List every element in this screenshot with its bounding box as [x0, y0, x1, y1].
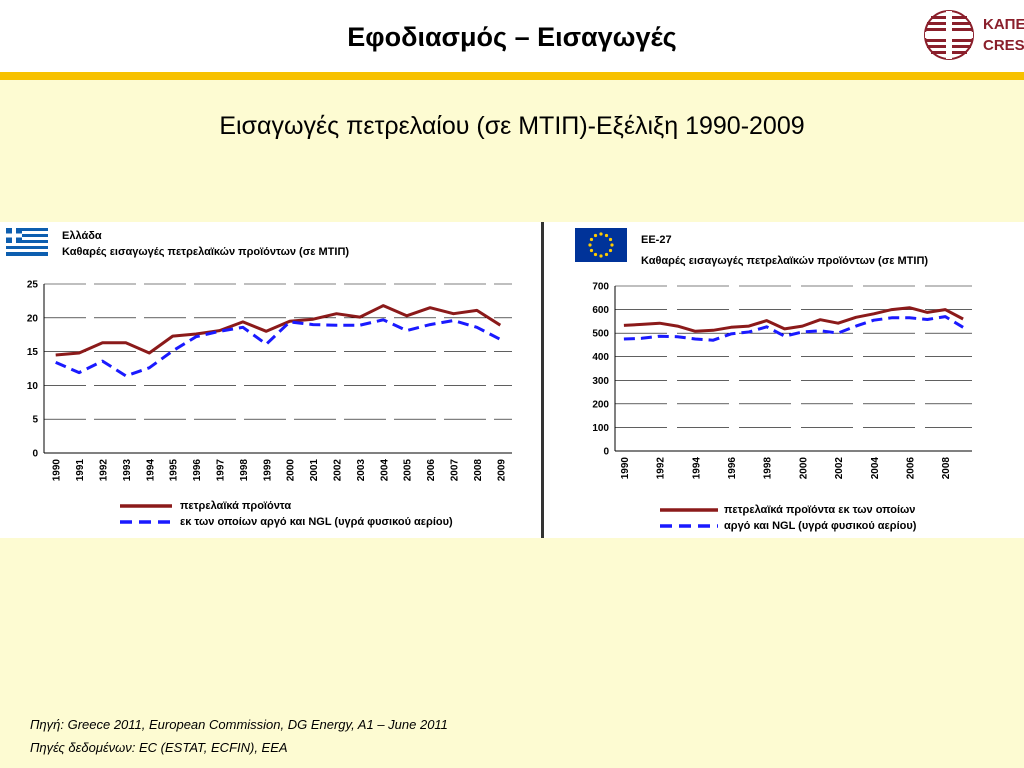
- chart-greece-subtitle: Καθαρές εισαγωγές πετρελαϊκών προϊόντων …: [62, 246, 350, 258]
- greece-ytick-label: 20: [27, 313, 39, 324]
- eu27-ytick-label: 200: [592, 399, 609, 410]
- chart-eu27-subtitle: Καθαρές εισαγωγές πετρελαϊκών προϊόντων …: [641, 255, 929, 267]
- eu-flag-icon: [575, 228, 627, 262]
- greece-xtick-label: 2004: [379, 459, 390, 482]
- greece-xtick-label: 2006: [426, 459, 437, 482]
- greece-ytick-label: 10: [27, 381, 39, 392]
- greece-xtick-label: 2000: [286, 459, 297, 482]
- eu27-xtick-label: 1996: [727, 457, 738, 480]
- greece-ytick-label: 15: [27, 347, 39, 358]
- greece-flag-icon: [6, 228, 48, 256]
- eu27-series-line-crude: [623, 315, 964, 342]
- greece-xtick-label: 2005: [403, 459, 414, 482]
- logo-text: ΚΑΠΕ CRES: [983, 14, 1024, 56]
- greece-xtick-label: 2003: [356, 459, 367, 482]
- chart-eu27-plot: 0 100 200 300 400 500 600 700 1990 1992 1994 1996 19…: [592, 282, 972, 528]
- greece-xtick-label: 1999: [262, 459, 273, 482]
- eu27-xtick-label: 1990: [620, 457, 631, 480]
- greece-xtick-label: 1997: [216, 459, 227, 482]
- eu27-xtick-label: 1998: [763, 457, 774, 480]
- eu27-series-line-total: [623, 306, 964, 333]
- source-line-2: Πηγές δεδομένων: EC (ESTAT, ECFIN), EEA: [30, 740, 288, 755]
- accent-rule: [0, 72, 1024, 80]
- legend-greece-total: πετρελαϊκά προϊόντα: [180, 500, 292, 512]
- eu27-ytick-label: 400: [592, 352, 609, 363]
- greece-xtick-label: 1996: [192, 459, 203, 482]
- greece-series-line-crude: [55, 318, 501, 378]
- greece-ytick-label: 25: [27, 280, 39, 291]
- greece-xtick-label: 2002: [333, 459, 344, 482]
- greece-series-line-total: [55, 304, 502, 357]
- eu27-ytick-label: 600: [592, 305, 609, 316]
- legend-eu27-total: πετρελαϊκά προϊόντα εκ των οποίων: [724, 504, 916, 516]
- greece-xtick-label: 2001: [309, 459, 320, 482]
- chart-eu27: 0 100 200 300 400 500 600 700 1990 1992 1994 1996 19…: [575, 228, 972, 528]
- eu27-ytick-label: 100: [592, 423, 609, 434]
- eu27-ytick-label: 0: [603, 447, 609, 458]
- logo-line-1: ΚΑΠΕ: [983, 16, 1024, 33]
- chart-greece: 0 5 10 15 20 25 1990 1991 1992 1993 1994 1995 1996 19…: [6, 228, 512, 524]
- eu27-ytick-label: 500: [592, 329, 609, 340]
- greece-xtick-label: 1990: [52, 459, 63, 482]
- greece-xtick-label: 1993: [122, 459, 133, 482]
- logo-line-2: CRES: [983, 37, 1024, 54]
- greece-xtick-label: 2009: [496, 459, 507, 482]
- greece-ytick-label: 5: [32, 415, 38, 426]
- eu27-ytick-label: 300: [592, 376, 609, 387]
- greece-xtick-label: 1992: [99, 459, 110, 482]
- chart-greece-title: Ελλάδα: [62, 230, 102, 242]
- chart-eu27-title: ΕΕ-27: [641, 234, 672, 246]
- eu27-xtick-label: 2002: [834, 457, 845, 480]
- chart-greece-plot: 0 5 10 15 20 25 1990 1991 1992 1993 1994 1995 1996 19…: [27, 280, 512, 524]
- eu27-xtick-label: 2004: [870, 457, 881, 480]
- header-bar: [0, 0, 1024, 72]
- greece-xtick-label: 1998: [239, 459, 250, 482]
- eu27-xtick-label: 1994: [691, 457, 702, 480]
- charts-divider: [541, 222, 544, 538]
- eu27-xtick-label: 2000: [798, 457, 809, 480]
- eu27-xtick-label: 2006: [906, 457, 917, 480]
- legend-eu27-crude: αργό και NGL (υγρά φυσικού αερίου): [724, 520, 917, 532]
- charts-panel: [0, 222, 1024, 538]
- greece-xtick-label: 2007: [450, 459, 461, 482]
- slide-title: Εφοδιασμός – Εισαγωγές: [347, 22, 677, 52]
- eu27-xtick-label: 1992: [656, 457, 667, 480]
- source-note: Πηγή: Greece 2011, European Commission, …: [30, 713, 448, 759]
- eu27-xtick-label: 2008: [941, 457, 952, 480]
- greece-ytick-label: 0: [32, 449, 38, 460]
- slide-subtitle: Εισαγωγές πετρελαίου (σε ΜΤΙΠ)-Εξέλιξη 1…: [219, 112, 805, 140]
- greece-xtick-label: 1995: [169, 459, 180, 482]
- greece-xtick-label: 2008: [473, 459, 484, 482]
- greece-xtick-label: 1994: [145, 459, 156, 482]
- legend-greece-crude: εκ των οποίων αργό και NGL (υγρά φυσικού…: [180, 516, 453, 528]
- greece-xtick-label: 1991: [75, 459, 86, 482]
- cres-logo-icon: [924, 10, 974, 60]
- eu27-ytick-label: 700: [592, 282, 609, 293]
- source-line-1: Πηγή: Greece 2011, European Commission, …: [30, 717, 448, 732]
